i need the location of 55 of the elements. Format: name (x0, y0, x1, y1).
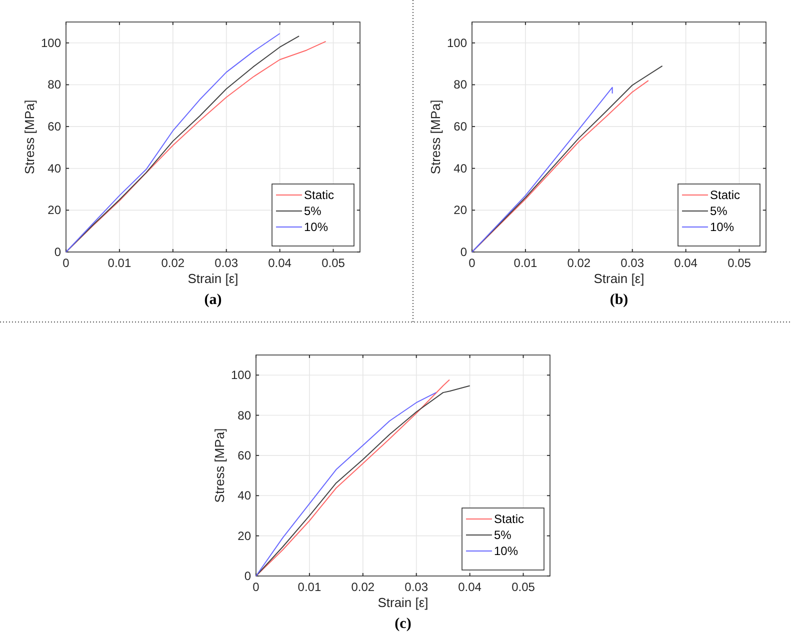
y-tick-label: 100 (40, 36, 62, 50)
x-tick-label: 0.04 (268, 256, 292, 270)
y-tick-label: 60 (454, 120, 468, 134)
text: (c) (394, 616, 412, 632)
y-axis-title: Stress [MPa] (212, 428, 227, 503)
x-tick-label: 0.01 (514, 256, 538, 270)
y-tick-label: 20 (238, 528, 252, 543)
x-tick-label: 0.01 (108, 256, 132, 270)
y-axis-title: Stress [MPa] (428, 100, 443, 174)
x-axis-title: Strain [ε] (188, 271, 238, 286)
text: (a) (204, 292, 222, 308)
x-tick-label: 0.05 (512, 580, 536, 594)
y-tick-label: 20 (454, 203, 468, 218)
x-tick-label: 0.02 (567, 256, 591, 270)
y-tick-label: 80 (48, 78, 62, 92)
y-tick-label: 0 (54, 245, 62, 259)
y-tick-label: 60 (238, 448, 252, 462)
legend-label: 5% (710, 204, 728, 218)
x-axis-title: Strain [ε] (594, 271, 644, 286)
legend-label: Static (494, 512, 524, 526)
x-tick-label: 0.03 (214, 256, 238, 270)
legend-label: 5% (304, 204, 322, 218)
x-tick-label: 0.04 (458, 580, 482, 594)
legend-label: 5% (494, 528, 512, 542)
x-tick-label: 0.02 (161, 256, 185, 270)
x-tick-label: 0.02 (351, 580, 375, 594)
legend-label: 10% (304, 220, 328, 234)
legend-label: Static (304, 188, 334, 202)
x-tick-label: 0.05 (728, 256, 752, 270)
legend-label: Static (710, 188, 740, 202)
y-tick-label: 60 (48, 120, 62, 134)
x-axis-title: Strain [ε] (378, 595, 428, 610)
y-tick-label: 80 (238, 408, 252, 422)
y-tick-label: 40 (454, 161, 468, 176)
y-tick-label: 100 (230, 368, 252, 382)
y-tick-label: 40 (48, 161, 62, 176)
text: (b) (610, 292, 628, 308)
y-tick-label: 0 (244, 569, 252, 583)
y-tick-label: 40 (238, 488, 252, 503)
x-tick-label: 0.04 (674, 256, 698, 270)
x-tick-label: 0.05 (322, 256, 346, 270)
x-tick-label: 0.03 (404, 580, 428, 594)
y-tick-label: 20 (48, 203, 62, 218)
legend-label: 10% (494, 544, 518, 558)
x-tick-label: 0 (468, 256, 476, 270)
y-tick-label: 80 (454, 78, 468, 92)
line-series (472, 86, 613, 252)
x-tick-label: 0 (252, 580, 260, 594)
x-tick-label: 0 (62, 256, 70, 270)
legend-label: 10% (710, 220, 734, 234)
x-tick-label: 0.03 (620, 256, 644, 270)
y-tick-label: 100 (446, 36, 468, 50)
y-axis-title: Stress [MPa] (22, 100, 37, 174)
x-tick-label: 0.01 (298, 580, 322, 594)
y-tick-label: 0 (460, 245, 468, 259)
